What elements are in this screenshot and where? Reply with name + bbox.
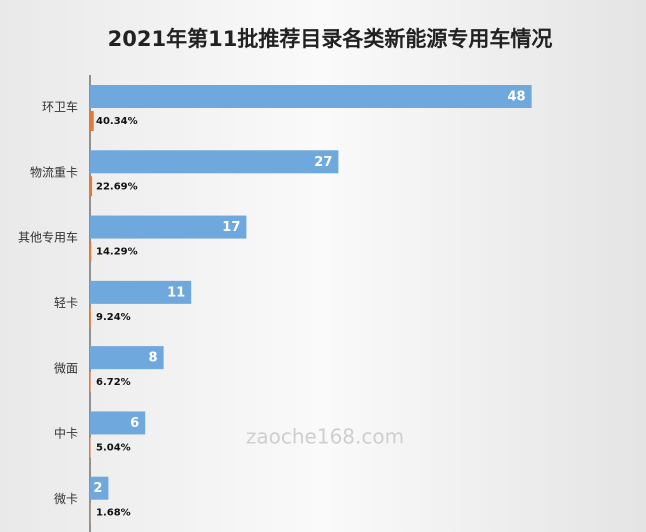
bar	[90, 306, 91, 327]
data-label: 2	[93, 481, 102, 496]
data-label: 17	[222, 220, 240, 235]
data-label: 8	[149, 351, 158, 366]
data-label: 11	[167, 285, 185, 300]
data-label: 6	[130, 416, 139, 431]
chart-title: 2021年第11批推荐目录各类新能源专用车情况	[108, 27, 553, 51]
y-tick-label: 环卫车	[42, 99, 78, 114]
y-tick-label: 中卡	[54, 426, 78, 441]
watermark: zaoche168.com	[246, 425, 404, 449]
bar	[90, 346, 164, 370]
data-label: 48	[508, 90, 526, 105]
bar	[90, 215, 247, 239]
data-label: 27	[314, 155, 332, 170]
bar	[90, 476, 109, 500]
y-tick-label: 物流重卡	[30, 165, 78, 179]
y-tick-label: 微卡	[54, 492, 78, 506]
bar	[90, 85, 532, 108]
bar	[90, 411, 146, 435]
bar	[90, 280, 192, 304]
bar	[90, 372, 91, 393]
y-tick-label: 其他专用车	[18, 230, 78, 245]
data-label: 40.34%	[96, 116, 138, 127]
bar	[90, 176, 93, 197]
y-tick-label: 轻卡	[54, 296, 78, 310]
y-tick-label: 微面	[54, 361, 78, 375]
data-label: 22.69%	[96, 181, 138, 192]
data-label: 6.72%	[96, 377, 131, 388]
bar	[90, 150, 339, 174]
data-label: 1.68%	[96, 508, 131, 519]
data-label: 14.29%	[96, 247, 138, 258]
bar	[90, 111, 94, 131]
data-label: 9.24%	[96, 312, 131, 323]
data-label: 5.04%	[96, 442, 131, 453]
bar	[90, 241, 92, 262]
